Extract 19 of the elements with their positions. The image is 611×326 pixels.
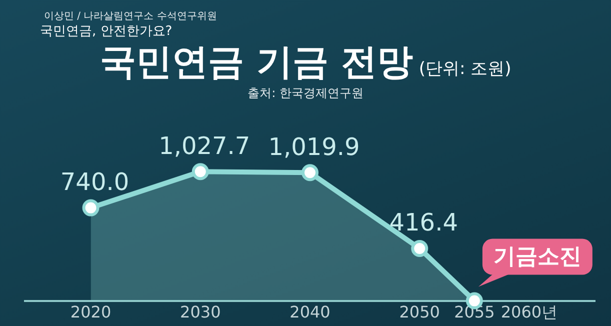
data-label: 1,019.9 — [268, 132, 360, 161]
data-label: 416.4 — [389, 208, 458, 237]
point — [411, 240, 428, 257]
chart-title: 국민연금 기금 전망 — [100, 42, 413, 83]
x-tick-label: 2030 — [180, 302, 221, 322]
point — [192, 163, 209, 180]
text: 국민연금, 안전한가요? — [40, 23, 172, 40]
annotation: 기금소진 — [493, 244, 582, 270]
data-label: 1,027.7 — [158, 132, 250, 160]
x-tick-label: 2020 — [70, 302, 112, 322]
point — [302, 164, 318, 182]
source-note: 출처: 한국경제연구원 — [246, 85, 364, 102]
x-tick-label: 2060년 — [500, 302, 558, 322]
point — [82, 199, 100, 216]
data-label: 740.0 — [60, 168, 130, 196]
chart-subtitle: (단위: 조원) — [418, 59, 512, 79]
text: 이상민 / 나라살림연구소 수석연구위원 — [44, 10, 217, 23]
x-tick-label: 2040 — [290, 302, 330, 322]
x-tick-label: 2050 — [399, 302, 440, 322]
